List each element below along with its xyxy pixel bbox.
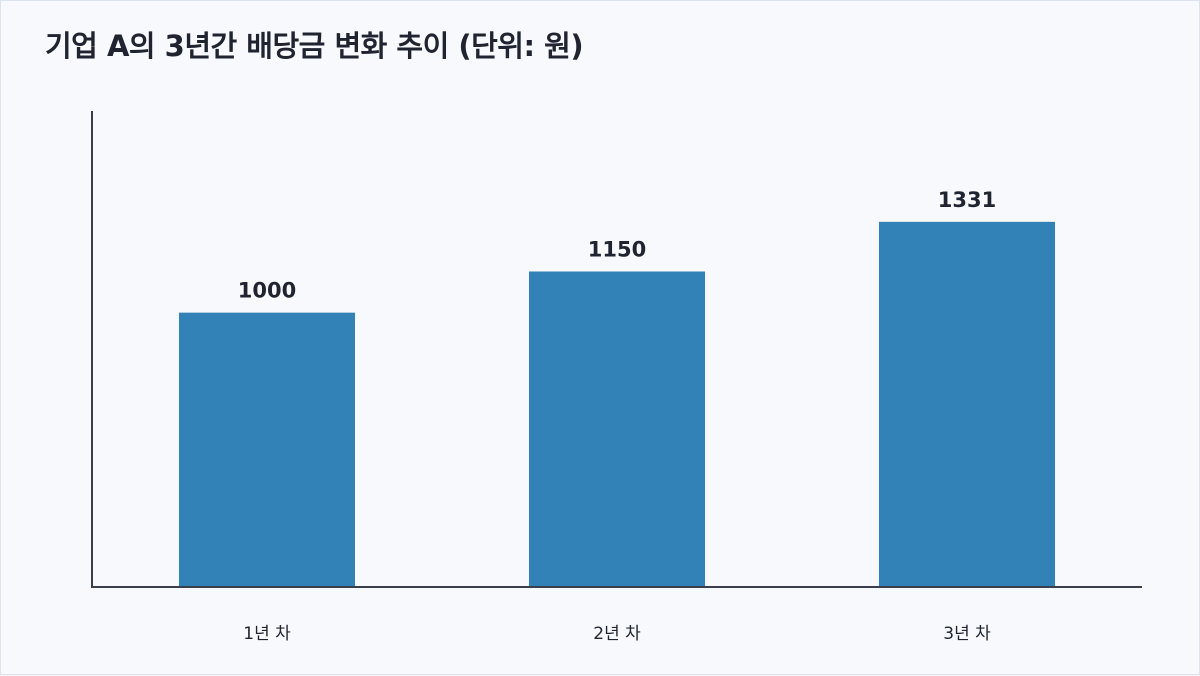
bar-3 xyxy=(878,221,1056,587)
category-labels-group: 1년 차 2년 차 3년 차 xyxy=(243,624,991,644)
bar-1 xyxy=(178,312,356,587)
category-label-3: 3년 차 xyxy=(943,624,991,644)
value-label-2: 1150 xyxy=(588,237,646,261)
bar-2 xyxy=(528,271,706,587)
category-label-1: 1년 차 xyxy=(243,624,291,644)
value-label-1: 1000 xyxy=(238,279,296,303)
category-label-2: 2년 차 xyxy=(593,624,641,644)
chart-title: 기업 A의 3년간 배당금 변화 추이 (단위: 원) xyxy=(45,29,584,63)
value-label-3: 1331 xyxy=(938,188,996,212)
value-labels-group: 1000 1150 1331 xyxy=(238,188,996,303)
bars-group xyxy=(178,221,1056,587)
